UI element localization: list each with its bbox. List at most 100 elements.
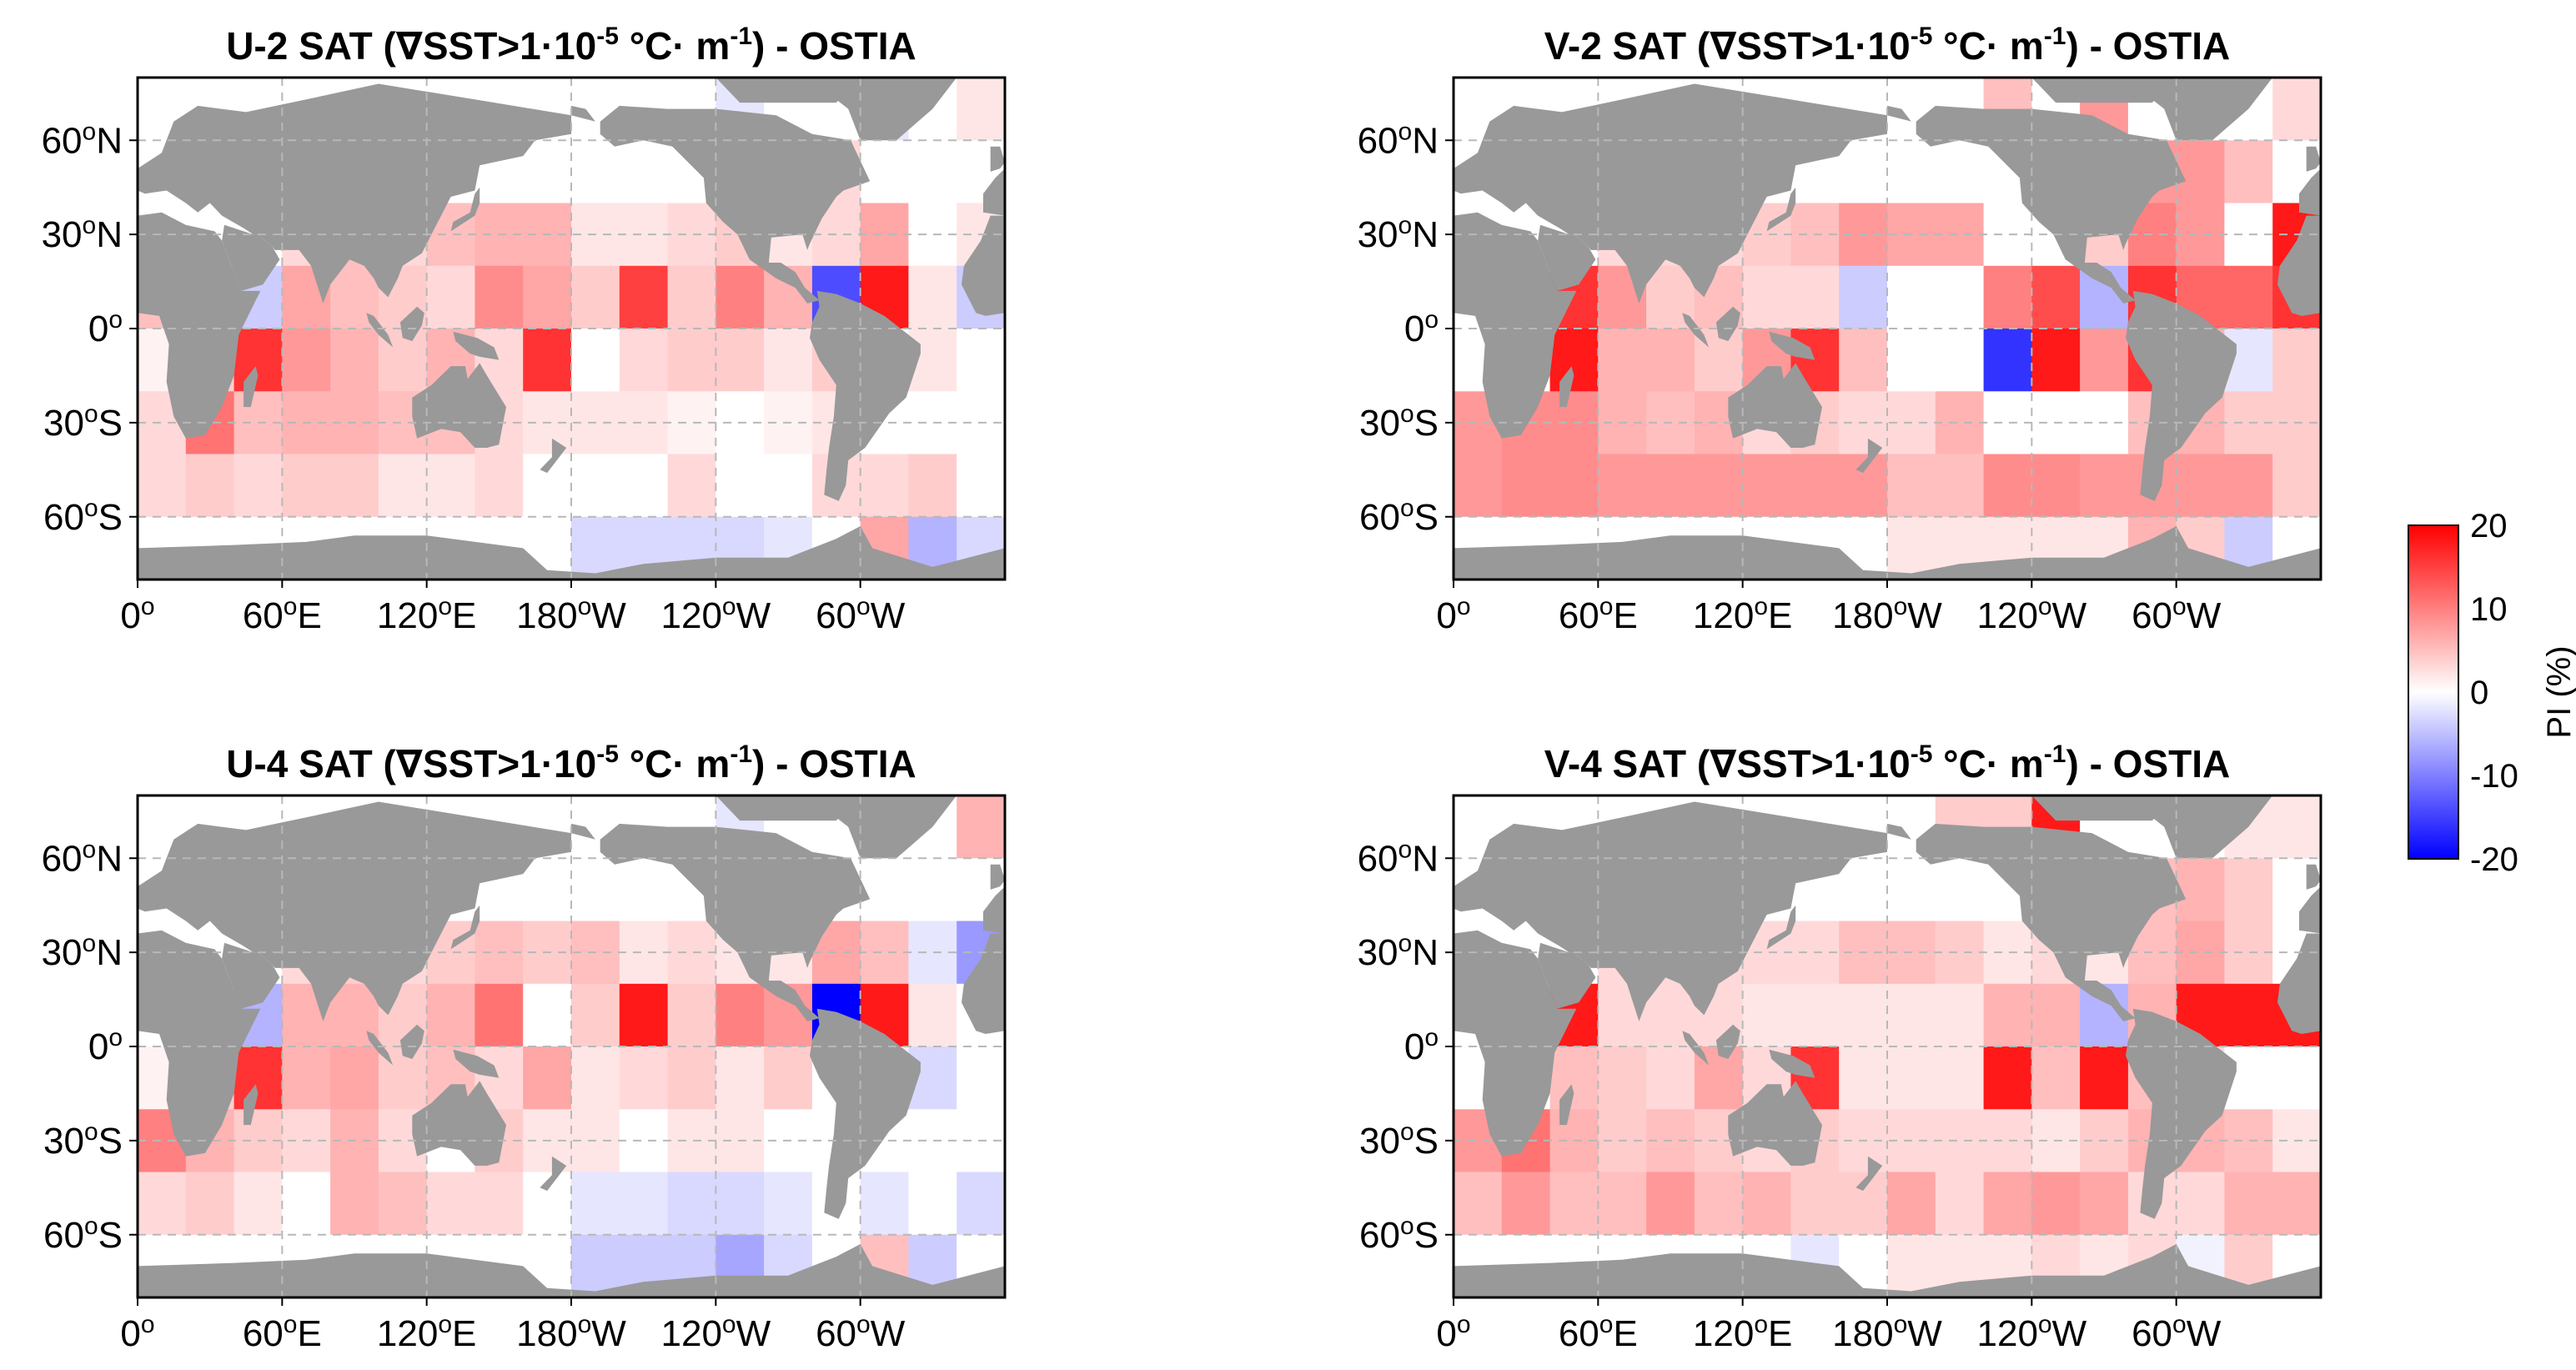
heatmap-cell: [957, 1046, 1006, 1110]
heatmap-cell: [957, 454, 1006, 518]
heatmap-cell: [523, 983, 572, 1047]
heatmap-cell: [1935, 203, 1985, 267]
heatmap-cell: [2031, 983, 2081, 1047]
heatmap-cell: [1935, 329, 1985, 392]
axis-ticks: [129, 139, 861, 588]
heatmap-cell: [957, 329, 1006, 392]
heatmap-cell: [2224, 1172, 2273, 1236]
panel-title: V-2 SAT (∇SST>1·10-5 °C· m-1) - OSTIA: [1544, 23, 2231, 68]
x-tick-label: 120oW: [1977, 1311, 2087, 1354]
heatmap-cell: [1887, 983, 1936, 1047]
north-america-land: [1916, 105, 2187, 304]
heatmap-cell: [1742, 454, 1792, 518]
uk-land: [2306, 864, 2321, 890]
heatmap-cell: [2176, 140, 2226, 204]
heatmap-cell: [908, 265, 957, 329]
heatmap-cell: [571, 454, 620, 518]
heatmap-cell: [1839, 983, 1888, 1047]
arctic-islands-land: [716, 78, 861, 103]
colorbar-title: PI (%): [2541, 645, 2576, 738]
panel-title: U-2 SAT (∇SST>1·10-5 °C· m-1) - OSTIA: [226, 23, 916, 68]
heatmap-cell: [619, 454, 669, 518]
heatmap-cell: [1839, 1046, 1888, 1110]
heatmap-cell: [571, 1046, 620, 1110]
heatmap-cell: [282, 454, 331, 518]
land-masses: [138, 795, 1005, 1297]
heatmap-cell: [571, 329, 620, 392]
heatmap-cell: [1694, 1172, 1744, 1236]
new-guinea-land: [453, 1049, 500, 1078]
heatmap-cell: [426, 265, 476, 329]
heatmap-cell: [619, 1109, 669, 1173]
heatmap-cell: [667, 454, 716, 518]
heatmap-cell: [667, 1046, 716, 1110]
land-masses: [1454, 78, 2321, 580]
heatmap-cell: [1454, 1172, 1503, 1236]
heatmap-cell: [282, 329, 331, 392]
colorbar-gradient: [2408, 524, 2459, 860]
heatmap-cell: [475, 1172, 524, 1236]
heatmap-cell: [426, 454, 476, 518]
y-tick-label: 60oN: [1358, 836, 1439, 879]
heatmap-cell: [1646, 454, 1695, 518]
europe-land-west: [983, 886, 1005, 934]
heatmap-cell: [619, 858, 669, 922]
heatmap-cell: [233, 454, 283, 518]
heatmap-cell: [1983, 983, 2032, 1047]
greenland-land: [2140, 795, 2273, 859]
madagascar-land: [1559, 366, 1574, 408]
heatmap-cell: [2224, 858, 2273, 922]
heatmap-cell: [1935, 1109, 1985, 1173]
x-tick-label: 120oE: [1693, 593, 1792, 636]
y-tick-label: 0o: [1404, 306, 1439, 349]
heatmap-cell: [2272, 78, 2322, 141]
heatmap-cell: [860, 454, 910, 518]
australia-land: [1728, 363, 1822, 448]
japan-land: [450, 187, 480, 232]
x-tick-label: 60oW: [816, 593, 906, 636]
heatmap-cell: [523, 265, 572, 329]
y-tick-label: 30oN: [42, 930, 123, 973]
antarctica-land: [138, 1244, 1005, 1297]
africa-land-west: [962, 215, 1005, 316]
heatmap-cell: [185, 1172, 235, 1236]
japan-land: [1766, 187, 1796, 232]
arctic-islands-land: [716, 795, 861, 821]
heatmap-cell: [1839, 858, 1888, 922]
heatmap-cell: [571, 983, 620, 1047]
heatmap-cell: [860, 921, 910, 985]
heatmap-cell: [1935, 1172, 1985, 1236]
heatmap-cell: [1790, 983, 1840, 1047]
axis-ticks: [129, 857, 861, 1306]
x-tick-label: 60oW: [816, 1311, 906, 1354]
y-tick-label: 30oN: [42, 212, 123, 255]
heatmap-cell: [571, 265, 620, 329]
x-tick-label: 60oE: [243, 1311, 322, 1354]
heatmap-cell: [716, 454, 765, 518]
colorbar-tick-label: -20: [2470, 841, 2518, 878]
heatmap-cell: [1935, 265, 1985, 329]
greenland-land: [824, 78, 957, 141]
chukotka-land: [571, 105, 595, 122]
heatmap-cell: [2272, 795, 2322, 859]
heatmap-cell: [1983, 265, 2032, 329]
panel-u4: U-4 SAT (∇SST>1·10-5 °C· m-1) - OSTIA 0o 6…: [42, 740, 1007, 1354]
heatmap-cell: [330, 1172, 379, 1236]
heatmap-cell: [2080, 329, 2129, 392]
heatmap-cell: [716, 1046, 765, 1110]
uk-land: [990, 146, 1005, 172]
heatmap-cell: [1887, 454, 1936, 518]
arctic-islands-land: [2031, 795, 2177, 821]
heatmap-cell: [233, 329, 283, 392]
heatmap-cell: [475, 454, 524, 518]
x-tick-label: 120oW: [1977, 593, 2087, 636]
heatmap-cell: [1887, 858, 1936, 922]
heatmap-cell: [571, 858, 620, 922]
x-tick-label: 180oW: [516, 593, 626, 636]
heatmap-cell: [378, 1172, 428, 1236]
eurasia-land: [138, 83, 571, 304]
heatmap-cell: [957, 795, 1006, 859]
x-tick-label: 120oE: [1693, 1311, 1792, 1354]
heatmap-cell: [2176, 858, 2226, 922]
heatmap-cell: [860, 140, 910, 204]
